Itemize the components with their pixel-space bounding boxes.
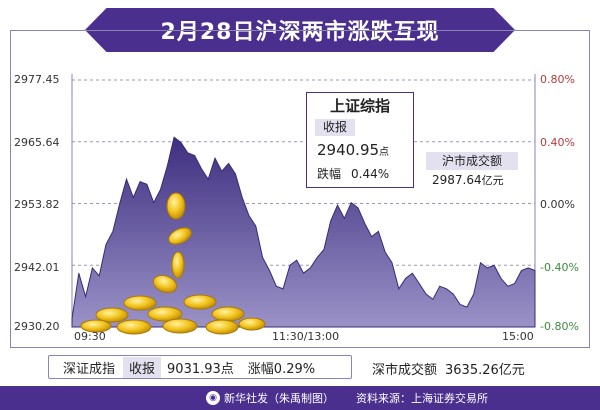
gold-coins-decoration	[80, 192, 266, 335]
chart-frame	[10, 30, 590, 348]
shenzhen-volume-value: 3635.26亿元	[445, 363, 525, 378]
shenzhen-summary-box: 深证成指 收报 9031.93点 涨幅0.29%	[48, 355, 352, 379]
shanghai-info-box: 上证综指 收报 2940.95点 跌幅 0.44%	[306, 92, 414, 188]
shanghai-volume-label: 沪市成交额	[426, 152, 518, 170]
shenzhen-index-name: 深证成指	[63, 361, 116, 377]
shanghai-close-tag: 收报	[315, 119, 355, 136]
y-right-tick: 0.00%	[540, 198, 575, 211]
gold-coin	[166, 192, 186, 220]
x-tick: 09:30	[74, 330, 106, 343]
shenzhen-change-value: 涨幅0.29%	[247, 361, 316, 377]
gold-coin	[80, 319, 112, 333]
shenzhen-close-value: 9031.93点	[167, 361, 234, 377]
gold-coin	[171, 251, 185, 279]
y-right-tick: 0.80%	[540, 73, 575, 86]
y-right-tick: -0.40%	[540, 261, 579, 274]
gold-coin	[168, 227, 192, 245]
gold-coin	[147, 306, 183, 322]
gold-coin	[95, 307, 129, 323]
y-left-tick: 2930.20	[14, 320, 60, 333]
shenzhen-volume-label: 深市成交额	[372, 363, 438, 378]
x-tick: 15:00	[502, 330, 534, 343]
shanghai-close-value: 2940.95点	[317, 141, 389, 159]
gold-coin	[205, 319, 239, 335]
shanghai-change: 跌幅 0.44%	[317, 165, 389, 182]
index-area	[71, 136, 536, 328]
gold-coin	[152, 274, 178, 294]
shanghai-close-number: 2940.95	[317, 141, 380, 159]
shenzhen-volume: 深市成交额 3635.26亿元	[372, 359, 525, 378]
gold-coin	[211, 306, 245, 322]
shanghai-change-value: 0.44%	[351, 167, 390, 181]
footer-bar: ◉ 新华社发（朱禹制图） 资料来源：上海证券交易所	[0, 386, 600, 410]
shanghai-close-unit: 点	[379, 147, 390, 158]
shenzhen-close-tag: 收报	[123, 356, 162, 378]
y-right-tick: 0.40%	[540, 136, 575, 149]
y-left-tick: 2977.45	[14, 73, 60, 86]
shanghai-volume: 2987.64亿元	[432, 172, 504, 188]
gold-coin	[238, 317, 266, 331]
footer-credit: 新华社发（朱禹制图）	[224, 392, 334, 405]
shanghai-index-name: 上证综指	[329, 97, 390, 115]
gold-coin	[116, 319, 152, 335]
gold-coin	[162, 318, 198, 334]
xinhua-logo-icon: ◉	[206, 391, 220, 405]
y-left-tick: 2965.64	[14, 136, 60, 149]
footer-source: 资料来源：上海证券交易所	[356, 392, 488, 405]
gold-coin	[183, 294, 217, 310]
gold-coin	[123, 295, 157, 311]
y-left-tick: 2953.82	[14, 198, 60, 211]
y-left-tick: 2942.01	[14, 261, 60, 274]
page-title: 2月28日沪深两市涨跌互现	[160, 20, 440, 45]
y-right-tick: -0.80%	[540, 320, 579, 333]
shanghai-volume-unit: 亿元	[481, 174, 504, 187]
shanghai-change-label: 跌幅	[317, 167, 342, 181]
shanghai-volume-number: 2987.64	[432, 173, 482, 187]
x-tick: 11:30/13:00	[272, 330, 340, 343]
